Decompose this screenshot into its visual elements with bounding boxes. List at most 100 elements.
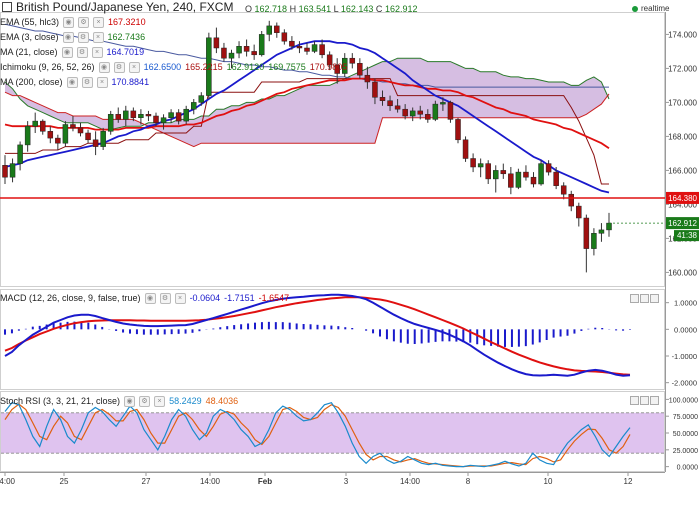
realtime-label: realtime: [641, 4, 670, 13]
eye-icon[interactable]: ◉: [62, 32, 74, 43]
legend-ema3-label: EMA (3, close): [0, 32, 59, 42]
close-icon[interactable]: ×: [92, 32, 104, 43]
hline-price-label: 164.380: [668, 194, 697, 203]
candle-bearish: [296, 46, 303, 49]
pane-minimize-icon[interactable]: [640, 396, 649, 405]
candle-bullish: [591, 233, 597, 249]
senkou-span-b-line: [4, 91, 610, 148]
candle-bearish: [583, 217, 590, 249]
macd-pane-frame: [0, 289, 665, 390]
gear-icon[interactable]: ⚙: [76, 47, 88, 58]
time-tick-label: 27: [142, 477, 151, 486]
candle-bearish: [70, 124, 76, 129]
legend-macd-v1: -0.0604: [189, 293, 221, 303]
candle-bearish: [553, 171, 559, 186]
candle-bullish: [266, 25, 272, 35]
gear-icon[interactable]: ⚙: [78, 17, 90, 28]
eye-icon[interactable]: ◉: [63, 17, 75, 28]
price-pane-frame: [0, 12, 665, 287]
last-price-label: 162.912: [668, 219, 697, 228]
candle-bearish: [447, 102, 454, 120]
gear-icon[interactable]: ⚙: [77, 32, 89, 43]
candle-bullish: [9, 163, 16, 178]
stoch-rsi-pane: 100.0000 75.0000 50.0000 25.0000 0.0000: [1, 397, 698, 472]
candle-bearish: [530, 176, 537, 185]
realtime-indicator: realtime: [632, 4, 669, 13]
close-icon[interactable]: ×: [174, 293, 186, 304]
price-tick-label: 164.000: [668, 200, 697, 209]
close-icon[interactable]: ×: [91, 47, 103, 58]
pane-minimize-icon[interactable]: [640, 294, 649, 303]
stoch-pane-frame: [0, 391, 665, 472]
eye-icon[interactable]: ◉: [61, 47, 73, 58]
countdown-tag: [674, 230, 699, 242]
legend-ichimoku-v1: 162.6500: [143, 62, 182, 72]
ohlc-readout: O 162.718 H 163.541 L 162.143 C 162.912: [245, 4, 418, 14]
legend-stoch-v2: 48.4036: [205, 396, 239, 406]
legend-ichimoku-label: Ichimoku (9, 26, 52, 26): [0, 62, 95, 72]
candle-bearish: [470, 158, 476, 168]
candle-bearish: [47, 131, 54, 139]
close-icon[interactable]: ×: [128, 62, 140, 73]
macd-tick-label: 1.0000: [674, 299, 697, 308]
candle-bullish: [206, 37, 212, 96]
legend-ema55[interactable]: EMA (55, hlc3) ◉ ⚙ × 167.3210: [0, 16, 146, 29]
candle-bearish: [372, 81, 378, 98]
pane-close-icon[interactable]: [650, 294, 659, 303]
gear-icon[interactable]: ⚙: [159, 293, 171, 304]
legend-ema3[interactable]: EMA (3, close) ◉ ⚙ × 162.7436: [0, 31, 145, 44]
candle-bullish: [107, 114, 114, 132]
pane-maximize-icon[interactable]: [630, 396, 639, 405]
symbol-title[interactable]: British Pound/Japanese Yen, 240, FXCM: [16, 0, 234, 14]
candle-bearish: [289, 40, 295, 47]
close-icon[interactable]: ×: [154, 396, 166, 407]
candle-bearish: [115, 114, 121, 120]
legend-ma21[interactable]: MA (21, close) ◉ ⚙ × 164.7019: [0, 46, 144, 59]
time-tick-label: Feb: [258, 477, 272, 486]
candle-bullish: [123, 110, 129, 120]
eye-icon[interactable]: ◉: [98, 62, 110, 73]
eye-icon[interactable]: ◉: [66, 77, 78, 88]
high-value: 163.541: [298, 4, 332, 14]
close-icon[interactable]: ×: [96, 77, 108, 88]
gear-icon[interactable]: ⚙: [113, 62, 125, 73]
gear-icon[interactable]: ⚙: [81, 77, 93, 88]
legend-ma21-label: MA (21, close): [0, 47, 58, 57]
pane-close-icon[interactable]: [650, 396, 659, 405]
collapse-icon[interactable]: [2, 2, 12, 12]
eye-icon[interactable]: ◉: [144, 293, 156, 304]
candle-bullish: [538, 163, 544, 185]
stoch-d-line: [4, 403, 631, 468]
legend-ema55-label: EMA (55, hlc3): [0, 17, 60, 27]
time-tick-label: 10: [544, 477, 553, 486]
time-tick-label: 12: [624, 477, 633, 486]
candle-bearish: [2, 165, 8, 178]
candle-bearish: [387, 100, 393, 107]
legend-ichimoku[interactable]: Ichimoku (9, 26, 52, 26) ◉ ⚙ × 162.6500 …: [0, 61, 347, 74]
stoch-k-line: [4, 401, 631, 468]
candle-bearish: [485, 163, 491, 180]
candle-bearish: [281, 32, 288, 42]
close-icon[interactable]: ×: [93, 17, 105, 28]
legend-stoch-label: Stoch RSI (3, 3, 21, 21, close): [0, 396, 121, 406]
candle-bullish: [342, 57, 348, 74]
candle-bullish: [432, 103, 439, 120]
legend-ma200[interactable]: MA (200, close) ◉ ⚙ × 170.8841: [0, 76, 149, 89]
time-tick-label: 14:00: [200, 477, 221, 486]
legend-stoch-rsi[interactable]: Stoch RSI (3, 3, 21, 21, close) ◉ ⚙ × 58…: [0, 395, 238, 408]
price-tick-label: 170.000: [668, 98, 697, 107]
eye-icon[interactable]: ◉: [124, 396, 136, 407]
pane-maximize-icon[interactable]: [630, 294, 639, 303]
legend-ma200-label: MA (200, close): [0, 77, 63, 87]
legend-ma200-value: 170.8841: [111, 77, 150, 87]
candle-bullish: [606, 222, 612, 231]
candle-bullish: [311, 44, 318, 52]
legend-ichimoku-v3: 162.9120: [226, 62, 265, 72]
gear-icon[interactable]: ⚙: [139, 396, 151, 407]
legend-macd[interactable]: MACD (12, 26, close, 9, false, true) ◉ ⚙…: [0, 292, 289, 305]
candle-bearish: [243, 46, 250, 52]
candle-bearish: [357, 63, 363, 76]
candlesticks: [2, 20, 612, 273]
candle-bullish: [62, 124, 69, 144]
